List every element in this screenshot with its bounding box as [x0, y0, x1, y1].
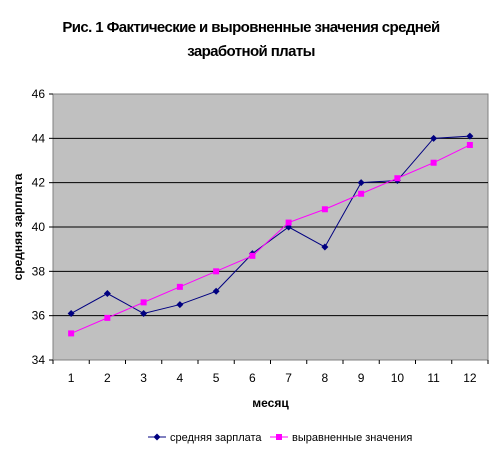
data-point-diamond — [466, 132, 474, 140]
data-point-diamond — [140, 309, 148, 317]
y-tick-label: 34 — [32, 353, 46, 367]
x-tick-label: 3 — [140, 371, 147, 385]
series-1 — [67, 132, 474, 317]
data-point-diamond — [321, 243, 329, 251]
data-point-diamond — [67, 309, 75, 317]
x-tick-label: 1 — [68, 371, 75, 385]
series-layer — [67, 132, 474, 337]
x-tick-label: 9 — [358, 371, 365, 385]
data-point-diamond — [103, 290, 111, 297]
chart-title-line-2: заработной платы — [187, 43, 315, 60]
legend-entry: выравненные значения — [270, 432, 412, 444]
x-tick-label: 12 — [463, 371, 477, 385]
gridlines — [53, 137, 488, 317]
x-tick-label: 11 — [427, 371, 440, 385]
data-point-diamond — [212, 287, 220, 295]
y-tick-label: 36 — [32, 309, 46, 323]
data-point-square — [68, 330, 75, 337]
data-point-square — [249, 252, 256, 259]
legend: средняя зарплата выравненные значения — [148, 432, 412, 444]
series-line — [70, 144, 471, 334]
x-tick-label: 4 — [177, 371, 184, 385]
x-tick-label: 10 — [391, 371, 405, 385]
y-tick-label: 42 — [32, 176, 46, 190]
legend-label: выравненные значения — [292, 432, 412, 444]
data-point-square — [176, 283, 183, 290]
data-point-diamond — [153, 433, 161, 441]
x-axis-ticks: 1 2 3 4 5 6 7 8 9 10 11 12 — [52, 360, 489, 385]
y-tick-label: 44 — [32, 131, 46, 145]
y-tick-label: 40 — [32, 220, 46, 234]
x-tick-label: 5 — [213, 371, 220, 385]
x-axis-label: месяц — [252, 396, 289, 410]
data-point-square — [285, 219, 292, 226]
data-point-square — [213, 268, 220, 275]
data-point-square — [430, 159, 437, 166]
data-point-diamond — [430, 134, 438, 142]
y-tick-label: 38 — [32, 264, 46, 278]
x-tick-label: 6 — [249, 371, 256, 385]
x-tick-label: 7 — [285, 371, 292, 385]
data-point-diamond — [176, 301, 184, 309]
data-point-square — [358, 190, 365, 197]
legend-label: средняя зарплата — [170, 432, 262, 444]
series-line — [70, 135, 470, 314]
data-point-square — [394, 175, 401, 182]
chart-title: Рис. 1 Фактические и выровненные значени… — [0, 16, 502, 64]
chart-title-line-1: Рис. 1 Фактические и выровненные значени… — [62, 19, 440, 36]
data-point-square — [321, 206, 328, 213]
y-tick-label: 46 — [32, 87, 46, 101]
data-point-diamond — [357, 179, 365, 187]
legend-entry: средняя зарплата — [148, 432, 262, 444]
data-point-square — [104, 314, 111, 321]
y-axis-label: средняя зарплата — [11, 173, 25, 280]
x-tick-label: 8 — [322, 371, 329, 385]
data-point-square — [466, 141, 473, 148]
series-2 — [68, 141, 473, 337]
data-point-square — [276, 434, 282, 440]
x-tick-label: 2 — [104, 371, 111, 385]
data-point-square — [140, 299, 147, 306]
y-axis-ticks: 34 36 38 40 42 44 46 — [32, 87, 53, 367]
